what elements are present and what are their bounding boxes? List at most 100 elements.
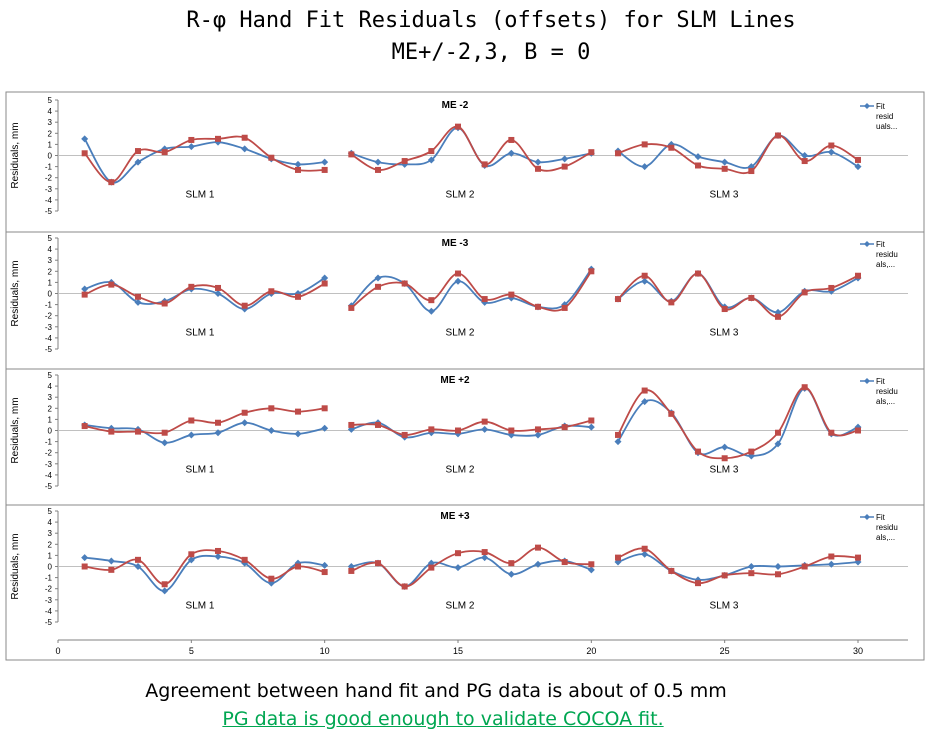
pg-point [588,561,595,568]
x-tick-label: 20 [586,646,596,656]
pg-point [348,304,355,311]
y-tick-label: -3 [45,596,53,605]
y-tick-label: -4 [45,471,53,480]
y-tick-label: 0 [48,152,53,161]
pg-point [215,135,221,142]
pg-point [801,384,808,391]
panel-3: 5 4 3 2 1 0 -1 -2 -3 -4 -5 Residuals, mm ME +2 SLM 1 S… [6,368,924,491]
y-tick-label: -4 [45,334,53,343]
y-tick-label: 4 [48,518,53,527]
pg-point [321,166,328,173]
fit-point [81,285,89,293]
pg-point [401,431,408,438]
fit-point [241,145,249,153]
fit-point [134,563,142,570]
pg-point [428,564,435,571]
pg-point [481,418,488,425]
panel-1: 5 4 3 2 1 0 -1 -2 -3 -4 -5 Residuals, mm ME -2 SLM 1 S… [10,96,908,216]
y-tick-label: -3 [45,460,53,469]
y-tick-label: 0 [48,427,53,436]
pg-point [268,575,275,582]
pg-point [668,567,675,574]
pg-point [108,281,115,288]
footer-validation-link[interactable]: PG data is good enough to validate COCOA… [222,708,664,730]
pg-point [668,144,675,151]
pg-point [615,431,621,438]
pg-point [215,547,221,554]
panel-4: 5 4 3 2 1 0 -1 -2 -3 -4 -5 Residuals, mm ME +3 SLM 1 S… [6,504,924,627]
fit-point [534,158,542,166]
pg-point [481,296,488,303]
chart-title-line1: R-φ Hand Fit Residuals (offsets) for SLM… [186,8,796,33]
legend-text: als,... [876,397,895,406]
legend-text: residu [876,523,898,532]
x-tick-label: 25 [720,646,730,656]
pg-point [481,161,488,168]
y-tick-label: 4 [48,245,53,254]
fit-series-line [617,134,859,169]
fit-point [321,561,329,569]
pg-series-line [351,546,592,588]
fit-point [294,430,302,438]
fit-point [854,163,862,171]
y-tick-label: 4 [48,107,53,116]
fit-point [321,424,329,432]
x-tick-label: 15 [453,646,463,656]
legend-text: residu [876,387,898,396]
y-tick-label: 2 [48,129,53,138]
y-tick-label: 2 [48,540,53,549]
legend-text: Fit [876,377,886,386]
y-tick-label: 3 [48,393,53,402]
segment-label: SLM 2 [446,465,475,476]
pg-point [81,150,88,157]
fit-point [81,135,89,143]
y-tick-label: 5 [48,234,53,243]
pg-point [241,556,248,563]
pg-point [135,428,141,435]
pg-point [455,123,461,130]
pg-point [321,280,328,287]
pg-point [561,559,568,566]
pg-point [748,448,755,455]
pg-point [81,563,88,570]
pg-point [188,417,195,424]
fit-point [507,570,515,578]
fit-point [321,274,329,282]
fit-point [747,563,755,570]
pg-point [588,417,595,424]
pg-point [375,166,381,173]
footer-agreement-text: Agreement between hand fit and PG data i… [145,680,727,702]
pg-point [641,387,648,394]
plot-frame [5,91,925,661]
fit-point [454,564,462,572]
pg-point [775,571,781,578]
pg-point [775,132,781,139]
x-tick-label: 10 [320,646,330,656]
pg-point [641,272,648,279]
y-tick-label: -4 [45,607,53,616]
fit-point [481,425,489,433]
pg-point [615,554,621,561]
segment-label: SLM 1 [186,190,215,201]
pg-point [855,554,861,561]
pg-point [135,556,141,563]
pg-point [828,553,835,560]
pg-point [428,148,435,155]
pg-point [188,551,195,558]
fit-point [187,556,195,564]
pg-point [828,429,835,436]
y-tick-label: -1 [45,574,53,583]
legend-text: residu [876,250,898,259]
pg-point [455,270,461,277]
pg-point [241,302,248,309]
pg-point [801,158,808,165]
fit-point [694,153,702,161]
pg-point [855,272,861,279]
pg-point [268,405,275,412]
pg-point [695,162,701,169]
pg-point [428,297,435,304]
fit-point [587,423,595,431]
fit-point [187,431,195,439]
fit-point [641,398,649,406]
pg-point [81,423,88,430]
